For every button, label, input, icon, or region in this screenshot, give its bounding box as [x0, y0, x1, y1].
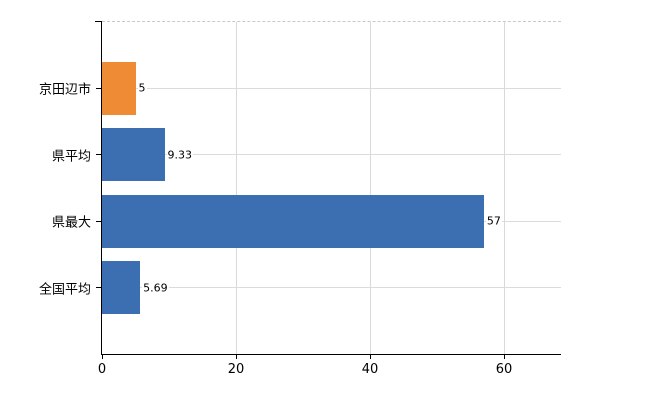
y-axis-top-tick [95, 21, 102, 22]
x-axis-tick [503, 354, 505, 359]
x-gridline [369, 22, 371, 354]
bar-value-label: 5 [137, 81, 147, 95]
y-axis-tick [96, 154, 102, 156]
y-axis-tick [96, 220, 102, 222]
bar-1 [102, 61, 136, 115]
x-gridline [235, 22, 237, 354]
x-axis-tick [369, 354, 371, 359]
y-axis-tick [96, 287, 102, 289]
bar-3 [102, 194, 484, 248]
x-tick-label: 60 [495, 362, 513, 377]
x-gridline [503, 22, 505, 354]
bar-2 [102, 128, 165, 182]
category-gridline [102, 87, 561, 89]
plot-top-border [102, 21, 561, 22]
x-axis-tick [235, 354, 237, 359]
category-label: 県平均 [51, 149, 91, 165]
category-gridline [102, 287, 561, 289]
category-gridline [102, 154, 561, 156]
category-label: 全国平均 [38, 282, 91, 298]
x-tick-label: 40 [361, 362, 379, 377]
y-axis-tick [96, 87, 102, 89]
bar-value-label: 9.33 [166, 148, 193, 162]
category-label: 県最大 [51, 215, 91, 231]
x-tick-label: 20 [227, 362, 245, 377]
bar-4 [102, 261, 141, 315]
plot-area: 0 20 40 60 5 京田辺市 9.33 県平均 57 県最大 5.69 全国平均 [39, 21, 561, 377]
bar-value-label: 57 [485, 214, 502, 228]
category-label: 京田辺市 [38, 82, 91, 98]
x-axis-tick [101, 354, 103, 359]
x-tick-label: 0 [97, 362, 107, 377]
bar-value-label: 5.69 [142, 281, 169, 295]
